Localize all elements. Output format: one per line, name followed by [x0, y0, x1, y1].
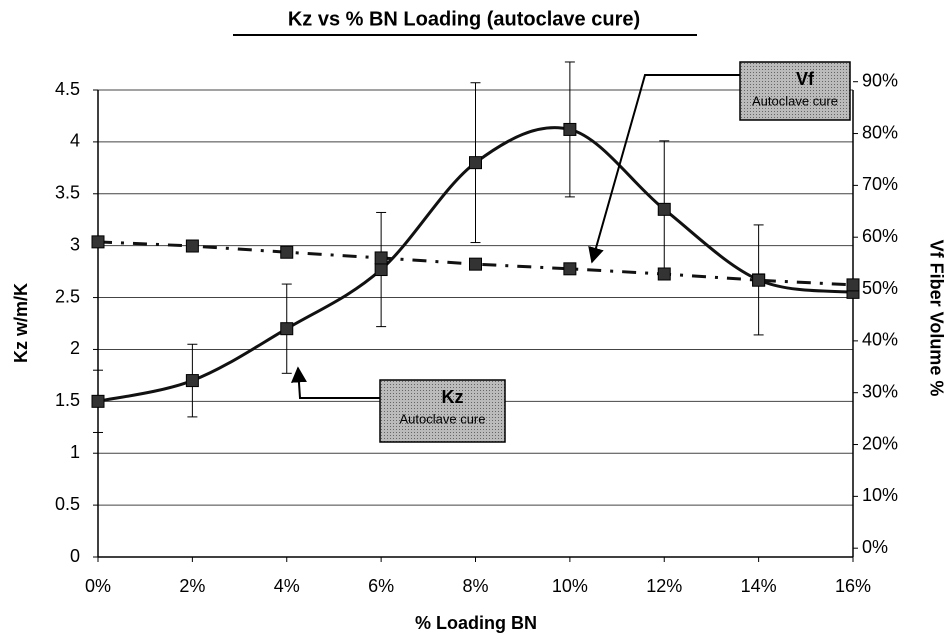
- x-tick-label: 16%: [835, 576, 871, 596]
- x-tick-label: 12%: [646, 576, 682, 596]
- y-tick-label: 0: [70, 546, 80, 566]
- x-tick-label: 6%: [368, 576, 394, 596]
- y-tick-label: 3: [70, 234, 80, 254]
- point-marker: [846, 278, 860, 292]
- chart-title: Kz vs % BN Loading (autoclave cure): [288, 8, 640, 30]
- y-tick-label: 4.5: [55, 79, 80, 99]
- point-marker: [563, 262, 577, 276]
- y2-tick-label: 20%: [862, 433, 898, 453]
- point-marker: [280, 245, 294, 259]
- y2-tick-label: 90%: [862, 70, 898, 90]
- y-tick-label: 1: [70, 442, 80, 462]
- annotation-arrow: [588, 74, 740, 264]
- x-tick-label: 10%: [552, 576, 588, 596]
- point-marker: [185, 239, 199, 253]
- y-tick-label: 3.5: [55, 183, 80, 203]
- point-marker: [657, 202, 671, 216]
- point-marker: [280, 322, 294, 336]
- y-tick-label: 2: [70, 338, 80, 358]
- y-tick-label: 1.5: [55, 390, 80, 410]
- y-tick-label: 4: [70, 131, 80, 151]
- x-tick-label: 0%: [85, 576, 111, 596]
- y2-tick-label: 60%: [862, 226, 898, 246]
- y2-tick-label: 70%: [862, 174, 898, 194]
- point-marker: [91, 235, 105, 249]
- x-tick-label: 2%: [179, 576, 205, 596]
- y2-tick-label: 40%: [862, 330, 898, 350]
- point-marker: [657, 267, 671, 281]
- point-marker: [91, 394, 105, 408]
- y2-axis-label: Vf Fiber Volume %: [926, 240, 946, 397]
- annotation-subtitle: Autoclave cure: [400, 411, 486, 426]
- annotation-box: [739, 61, 851, 121]
- series-line: [97, 240, 854, 287]
- annotation-title: Vf: [796, 69, 815, 89]
- annotation-arrow: [290, 366, 380, 399]
- annotation-title: Kz: [442, 387, 464, 407]
- y2-tick-label: 10%: [862, 485, 898, 505]
- annotation-subtitle: Autoclave cure: [752, 93, 838, 108]
- y2-tick-label: 50%: [862, 278, 898, 298]
- point-marker: [469, 156, 482, 170]
- x-axis-label: % Loading BN: [415, 613, 537, 633]
- x-tick-label: 8%: [462, 576, 488, 596]
- point-marker: [185, 374, 199, 388]
- x-tick-label: 4%: [274, 576, 300, 596]
- x-tick-label: 14%: [741, 576, 777, 596]
- point-marker: [374, 251, 388, 265]
- point-marker: [374, 263, 388, 277]
- y-tick-label: 0.5: [55, 494, 80, 514]
- point-marker: [752, 273, 766, 287]
- y2-tick-label: 80%: [862, 122, 898, 142]
- point-marker: [563, 122, 577, 136]
- y2-tick-label: 30%: [862, 381, 898, 401]
- y-axis-label: Kz w/m/K: [11, 283, 31, 363]
- point-marker: [469, 257, 482, 271]
- y-tick-label: 2.5: [55, 286, 80, 306]
- annotation-box: [379, 379, 506, 443]
- y2-tick-label: 0%: [862, 537, 888, 557]
